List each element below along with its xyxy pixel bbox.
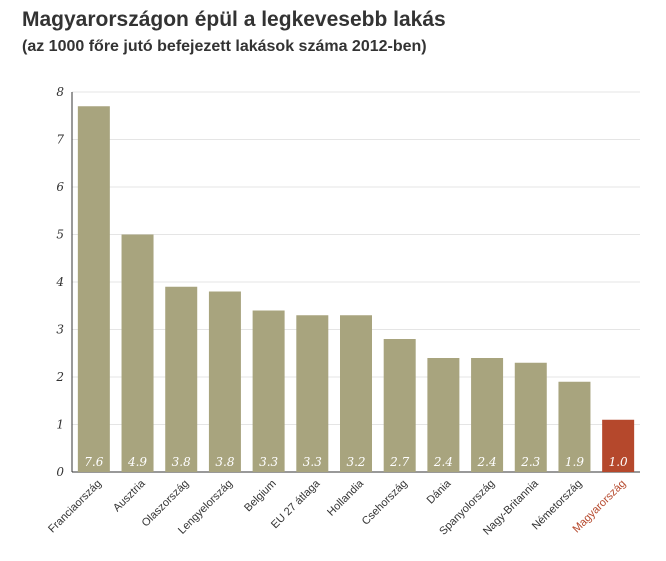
value-label: 2.7 (389, 455, 409, 469)
x-axis-labels: Franciaország AusztriaOlaszországLengyelo… (46, 477, 628, 538)
value-label: 4.9 (127, 455, 147, 469)
bar-8 (427, 358, 460, 472)
value-label: 3.3 (259, 455, 278, 469)
bar-11 (558, 381, 591, 472)
x-tick-label: Dánia (425, 477, 454, 506)
bar-0 (77, 106, 110, 472)
x-tick-label: Hollandia (325, 477, 367, 519)
value-label: 3.8 (172, 455, 191, 469)
bar-5 (296, 315, 329, 472)
value-labels: 7.6 4.9 3.8 3.8 3.3 3.3 3.2 2.7 2.4 2.4 2.3 1.9 1.0 (84, 455, 628, 469)
bar-10 (514, 362, 547, 472)
y-tick-label: 7 (56, 133, 64, 147)
x-tick-label: Ausztria (111, 477, 148, 514)
bar-9 (471, 358, 504, 472)
bar-1 (121, 234, 154, 472)
y-tick-label: 8 (56, 85, 64, 99)
chart-title: Magyarországon épül a legkevesebb lakás (22, 8, 446, 31)
value-label: 3.3 (303, 455, 322, 469)
bar-2 (165, 286, 198, 472)
bar-7 (383, 339, 416, 472)
value-label: 7.6 (84, 455, 103, 469)
y-tick-label: 0 (56, 465, 64, 479)
value-label: 2.4 (433, 455, 453, 469)
y-tick-label: 1 (56, 418, 64, 432)
value-label: 1.9 (565, 455, 584, 469)
bar-6 (340, 315, 372, 472)
value-label: 3.8 (215, 455, 234, 469)
bar-4 (252, 310, 285, 472)
x-tick-label: Csehország (360, 478, 410, 528)
value-label: 2.3 (520, 455, 540, 469)
value-label: 2.4 (477, 455, 497, 469)
value-label: 1.0 (609, 455, 628, 469)
bars (77, 106, 635, 472)
y-tick-label: 6 (56, 180, 64, 194)
y-tick-label: 3 (56, 323, 64, 337)
x-tick-label: Franciaország (46, 478, 104, 536)
value-label: 3.2 (346, 455, 365, 469)
y-tick-label: 4 (55, 275, 64, 289)
bar-3 (208, 291, 241, 472)
x-tick-label: Belgium (242, 478, 279, 515)
y-tick-label: 2 (55, 370, 64, 384)
y-tick-label: 5 (56, 228, 64, 242)
chart-subtitle: (az 1000 főre jutó befejezett lakások sz… (22, 38, 427, 55)
bar-12 (602, 419, 635, 472)
